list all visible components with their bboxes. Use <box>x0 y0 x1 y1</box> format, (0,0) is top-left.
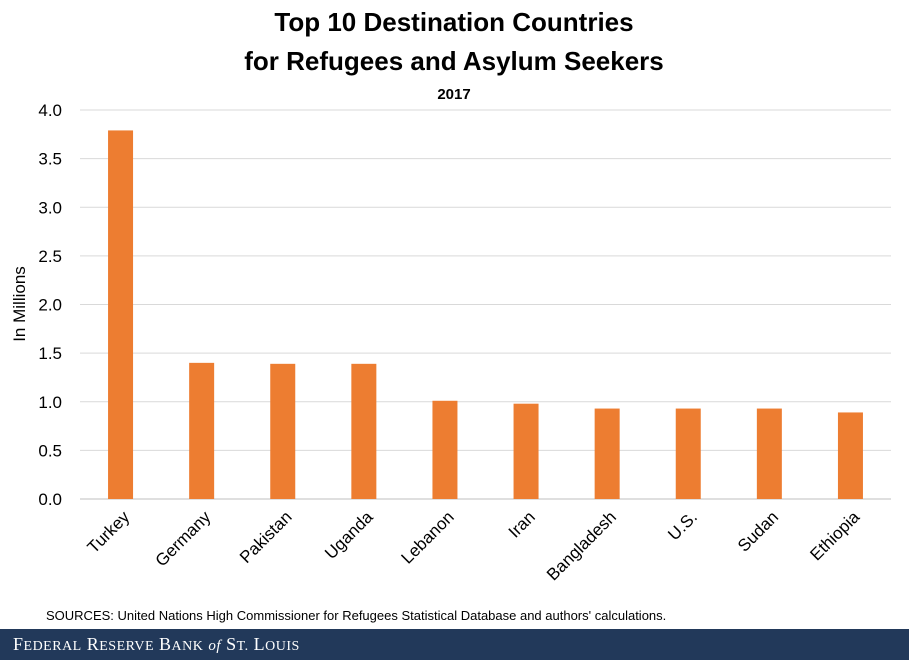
bar <box>837 412 863 499</box>
chart-title: Top 10 Destination Countries <box>274 7 633 37</box>
gridlines <box>80 109 891 500</box>
bar <box>432 400 458 499</box>
x-tick-label: Iran <box>505 507 539 541</box>
chart: Top 10 Destination Countries for Refugee… <box>10 7 891 623</box>
bar <box>675 408 701 499</box>
bar <box>756 408 782 499</box>
y-tick-label: 1.0 <box>38 393 62 412</box>
y-tick-label: 2.5 <box>38 247 62 266</box>
source-note: SOURCES: United Nations High Commissione… <box>46 608 666 623</box>
y-tick-labels: 0.0 0.5 1.0 1.5 2.0 2.5 3.0 3.5 4.0 <box>38 101 62 509</box>
y-tick-label: 0.5 <box>38 441 62 460</box>
x-tick-labels: Turkey Germany Pakistan Uganda Lebanon Iran Ba… <box>84 507 864 584</box>
x-tick-label: U.S. <box>664 507 701 544</box>
bar <box>594 408 620 499</box>
x-tick-label: Germany <box>152 507 215 570</box>
y-tick-label: 4.0 <box>38 101 62 120</box>
x-tick-label: Ethiopia <box>806 507 863 564</box>
y-tick-label: 3.0 <box>38 198 62 217</box>
bar <box>351 363 377 499</box>
x-tick-label: Bangladesh <box>543 507 620 584</box>
x-tick-label: Uganda <box>321 507 377 563</box>
footer-org-name: FEDERAL RESERVE BANK of ST. LOUIS <box>13 634 300 654</box>
y-tick-label: 0.0 <box>38 490 62 509</box>
bar <box>513 403 539 499</box>
y-tick-label: 1.5 <box>38 344 62 363</box>
x-tick-label: Lebanon <box>398 507 458 567</box>
chart-subtitle: 2017 <box>437 86 470 103</box>
x-tick-label: Turkey <box>84 507 134 557</box>
y-tick-label: 3.5 <box>38 150 62 169</box>
y-tick-label: 2.0 <box>38 296 62 315</box>
footer-banner: FEDERAL RESERVE BANK of ST. LOUIS <box>0 629 909 660</box>
bar <box>189 362 215 499</box>
x-tick-label: Sudan <box>734 507 782 555</box>
bars <box>108 130 863 500</box>
y-axis-label: In Millions <box>10 266 29 342</box>
bar <box>108 130 134 500</box>
chart-title-line2: for Refugees and Asylum Seekers <box>244 46 664 76</box>
x-tick-label: Pakistan <box>236 507 296 567</box>
bar <box>270 363 296 499</box>
